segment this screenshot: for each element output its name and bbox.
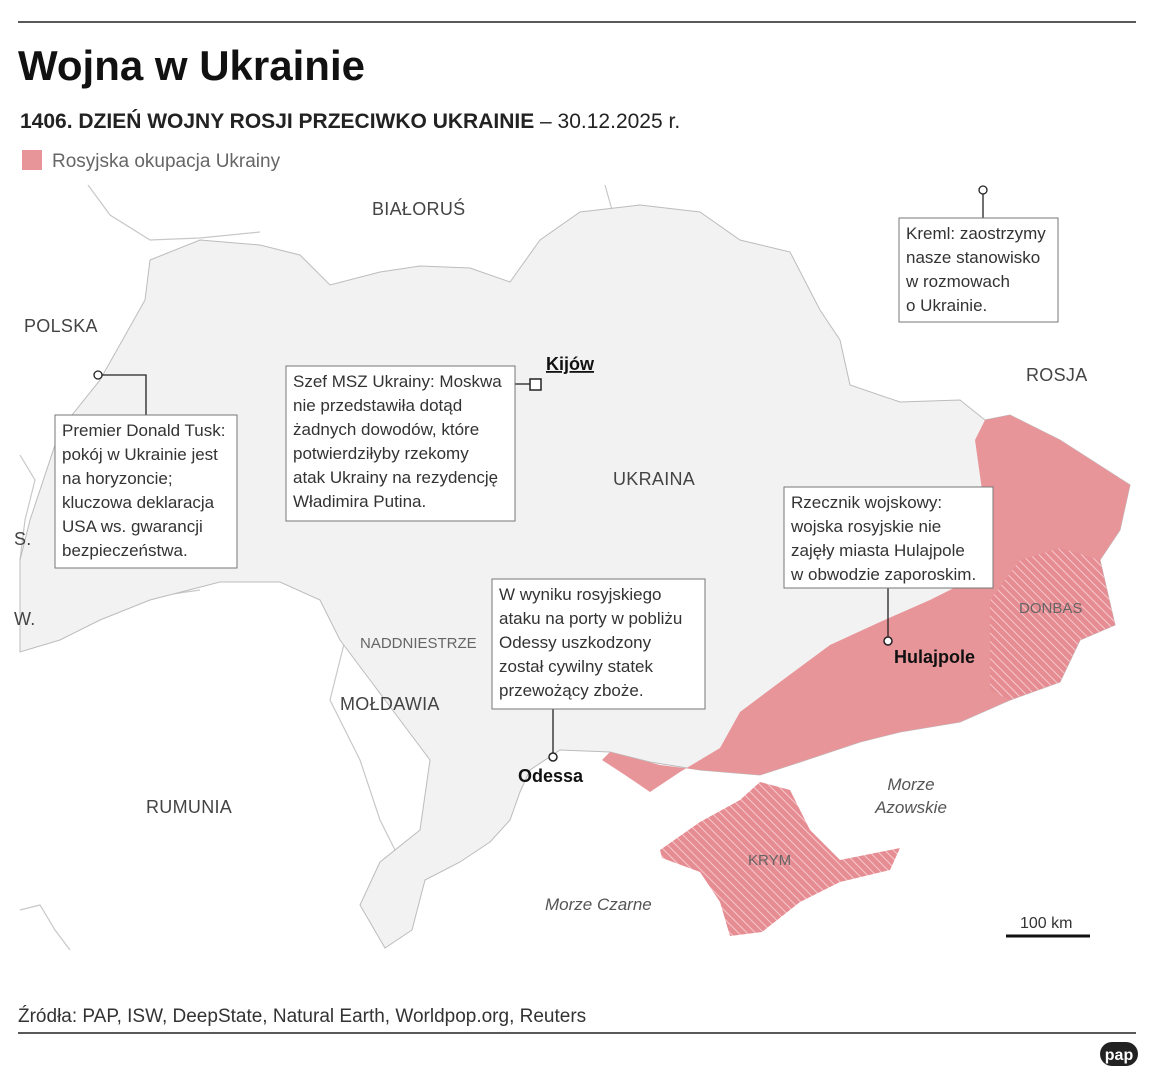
border-line [87, 184, 261, 241]
logo-badge [1100, 1042, 1138, 1066]
callout-line: kluczowa deklaracja [62, 493, 215, 512]
country-label: MOŁDAWIA [340, 694, 440, 714]
region-label: KRYM [748, 852, 791, 869]
callouts: Premier Donald Tusk: pokój w Ukrainie jes… [54, 217, 1059, 710]
subtitle-bold: 1406. DZIEŃ WOJNY ROSJI PRZECIWKO UKRAIN… [20, 110, 534, 133]
callout-line: Szef MSZ Ukrainy: Moskwa [293, 372, 502, 391]
border-line [19, 454, 36, 561]
callout-line: w rozmowach [905, 272, 1010, 291]
donbas-hatch [990, 548, 1115, 700]
callout-line: Kreml: zaostrzymy [906, 224, 1046, 243]
logo: pap [1105, 1047, 1134, 1064]
city-label: Odessa [518, 766, 584, 786]
country-label: POLSKA [24, 316, 98, 336]
callout-box [491, 578, 706, 710]
callout-line: bezpieczeństwa. [62, 541, 188, 560]
callout-line: przewożący zboże. [499, 681, 644, 700]
callout-line: USA ws. gwarancji [62, 517, 203, 536]
occupied-area [602, 415, 1130, 792]
leader-dot [93, 370, 103, 380]
callout-box [898, 217, 1059, 323]
country-label: S. [14, 529, 32, 549]
callout-line: Odessy uszkodzony [499, 633, 652, 652]
callout-line: został cywilny statek [499, 657, 653, 676]
callout-box [783, 486, 994, 589]
callout-box [285, 365, 516, 522]
crimea-area [660, 782, 900, 936]
legend-label: Rosyjska okupacja Ukrainy [52, 151, 281, 172]
callout-line: nasze stanowisko [906, 248, 1040, 267]
callout-line: o Ukrainie. [906, 296, 987, 315]
sea-label: Morze Czarne [545, 895, 652, 914]
city-label: Hulajpole [894, 647, 975, 667]
callout-line: wojska rosyjskie nie [790, 517, 941, 536]
subtitle: 1406. DZIEŃ WOJNY ROSJI PRZECIWKO UKRAIN… [20, 110, 680, 133]
sea-label: Azowskie [874, 798, 947, 817]
region-label: NADDNIESTRZE [360, 635, 477, 652]
sources: Źródła: PAP, ISW, DeepState, Natural Ear… [18, 1006, 586, 1027]
country-label: UKRAINA [613, 469, 695, 489]
border-line [19, 904, 71, 951]
region-label: DONBAS [1019, 600, 1082, 617]
country-label: RUMUNIA [146, 797, 232, 817]
legend-swatch [22, 150, 42, 170]
country-label: W. [14, 609, 36, 629]
callout-line: ataku na porty w pobliżu [499, 609, 682, 628]
callout: Kreml: zaostrzymy nasze stanowisko w rozmo… [898, 217, 1059, 323]
callout-line: Premier Donald Tusk: [62, 421, 225, 440]
city-marker [883, 636, 893, 646]
callout-line: zajęły miasta Hulajpole [791, 541, 965, 560]
callout: W wyniku rosyjskiego ataku na porty w pob… [491, 578, 706, 710]
sea-label: Morze [887, 775, 934, 794]
callout-line: Władimira Putina. [293, 492, 426, 511]
leader-line [98, 374, 147, 415]
title: Wojna w Ukrainie [18, 42, 365, 89]
leader-dot [978, 185, 988, 195]
city-label: Kijów [546, 354, 595, 374]
callout: Premier Donald Tusk: pokój w Ukrainie jes… [54, 414, 238, 569]
callout-line: na horyzoncie; [62, 469, 173, 488]
scale-label: 100 km [1020, 915, 1072, 932]
country-label: ROSJA [1026, 365, 1088, 385]
callout-line: Rzecznik wojskowy: [791, 493, 942, 512]
callout-line: w obwodzie zaporoskim. [790, 565, 976, 584]
callout-line: nie przedstawiła dotąd [293, 396, 462, 415]
capital-marker [529, 378, 542, 391]
callout-line: atak Ukrainy na rezydencję [293, 468, 498, 487]
city-marker [548, 752, 558, 762]
subtitle-date: – 30.12.2025 r. [540, 110, 680, 133]
callout-line: pokój w Ukrainie jest [62, 445, 218, 464]
callout-line: W wyniku rosyjskiego [499, 585, 662, 604]
callout-line: żadnych dowodów, które [293, 420, 479, 439]
callout: Szef MSZ Ukrainy: Moskwa nie przedstawiła… [285, 365, 516, 522]
callout-line: potwierdziłyby rzekomy [293, 444, 469, 463]
callout: Rzecznik wojskowy: wojska rosyjskie nie za… [783, 486, 994, 589]
callout-box [54, 414, 238, 569]
country-label: BIAŁORUŚ [372, 198, 465, 219]
